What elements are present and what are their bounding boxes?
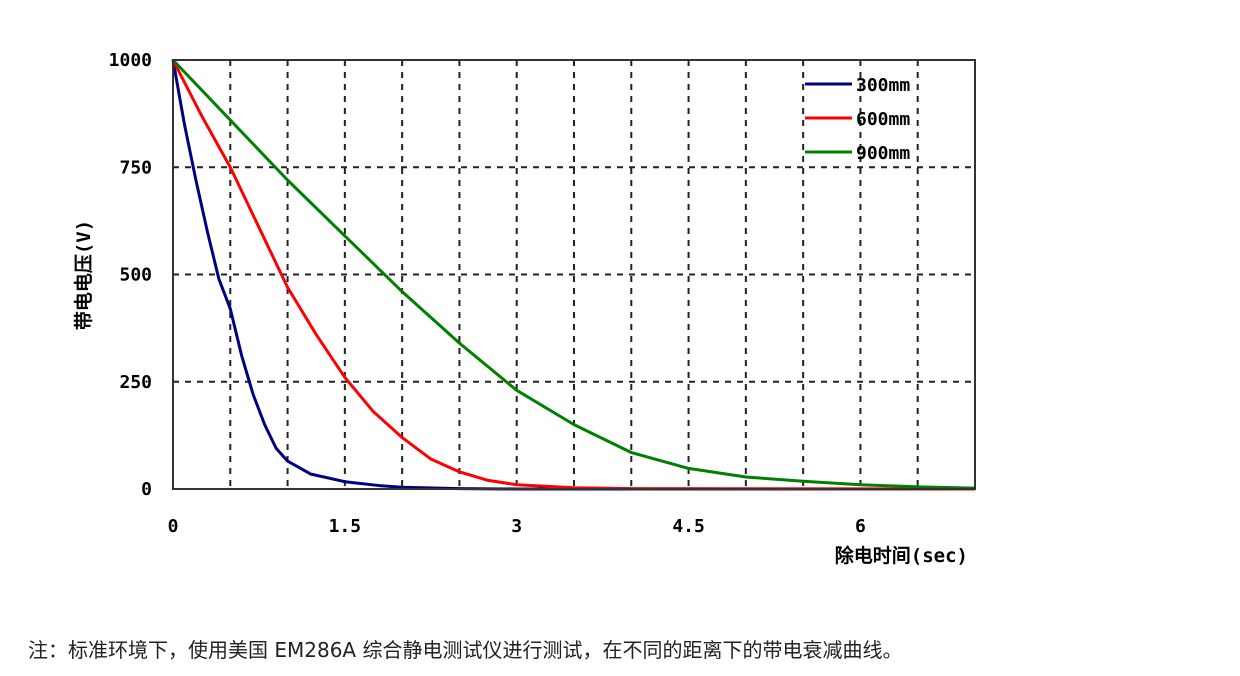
x-tick-label: 0 xyxy=(168,516,179,537)
grid xyxy=(173,60,975,489)
tick-labels: 0 1.5 3 4.5 6 0 250 500 750 1000 xyxy=(109,50,866,537)
x-tick-label: 3 xyxy=(511,516,522,537)
plot-frame xyxy=(172,59,976,490)
series-lines xyxy=(171,58,976,491)
x-tick-label: 4.5 xyxy=(672,516,705,537)
legend: 300mm 600mm 900mm xyxy=(805,75,910,164)
x-axis-label: 除电时间(sec) xyxy=(835,544,968,567)
footnote: 注：标准环境下，使用美国 EM286A 综合静电测试仪进行测试，在不同的距离下的… xyxy=(28,638,903,662)
x-tick-label: 6 xyxy=(855,516,866,537)
legend-label: 300mm xyxy=(856,75,910,96)
series-line-300mm xyxy=(171,59,975,491)
y-tick-label: 0 xyxy=(141,479,152,500)
series-line-600mm xyxy=(171,59,976,491)
x-tick-label: 1.5 xyxy=(329,516,362,537)
y-tick-label: 1000 xyxy=(109,50,152,71)
series-line-900mm xyxy=(171,58,976,490)
y-tick-label: 250 xyxy=(119,372,152,393)
y-axis-label: 带电电压(V) xyxy=(72,220,95,330)
y-tick-label: 500 xyxy=(119,265,152,286)
legend-label: 900mm xyxy=(856,143,910,164)
legend-label: 600mm xyxy=(856,109,910,130)
y-tick-label: 750 xyxy=(119,157,152,178)
